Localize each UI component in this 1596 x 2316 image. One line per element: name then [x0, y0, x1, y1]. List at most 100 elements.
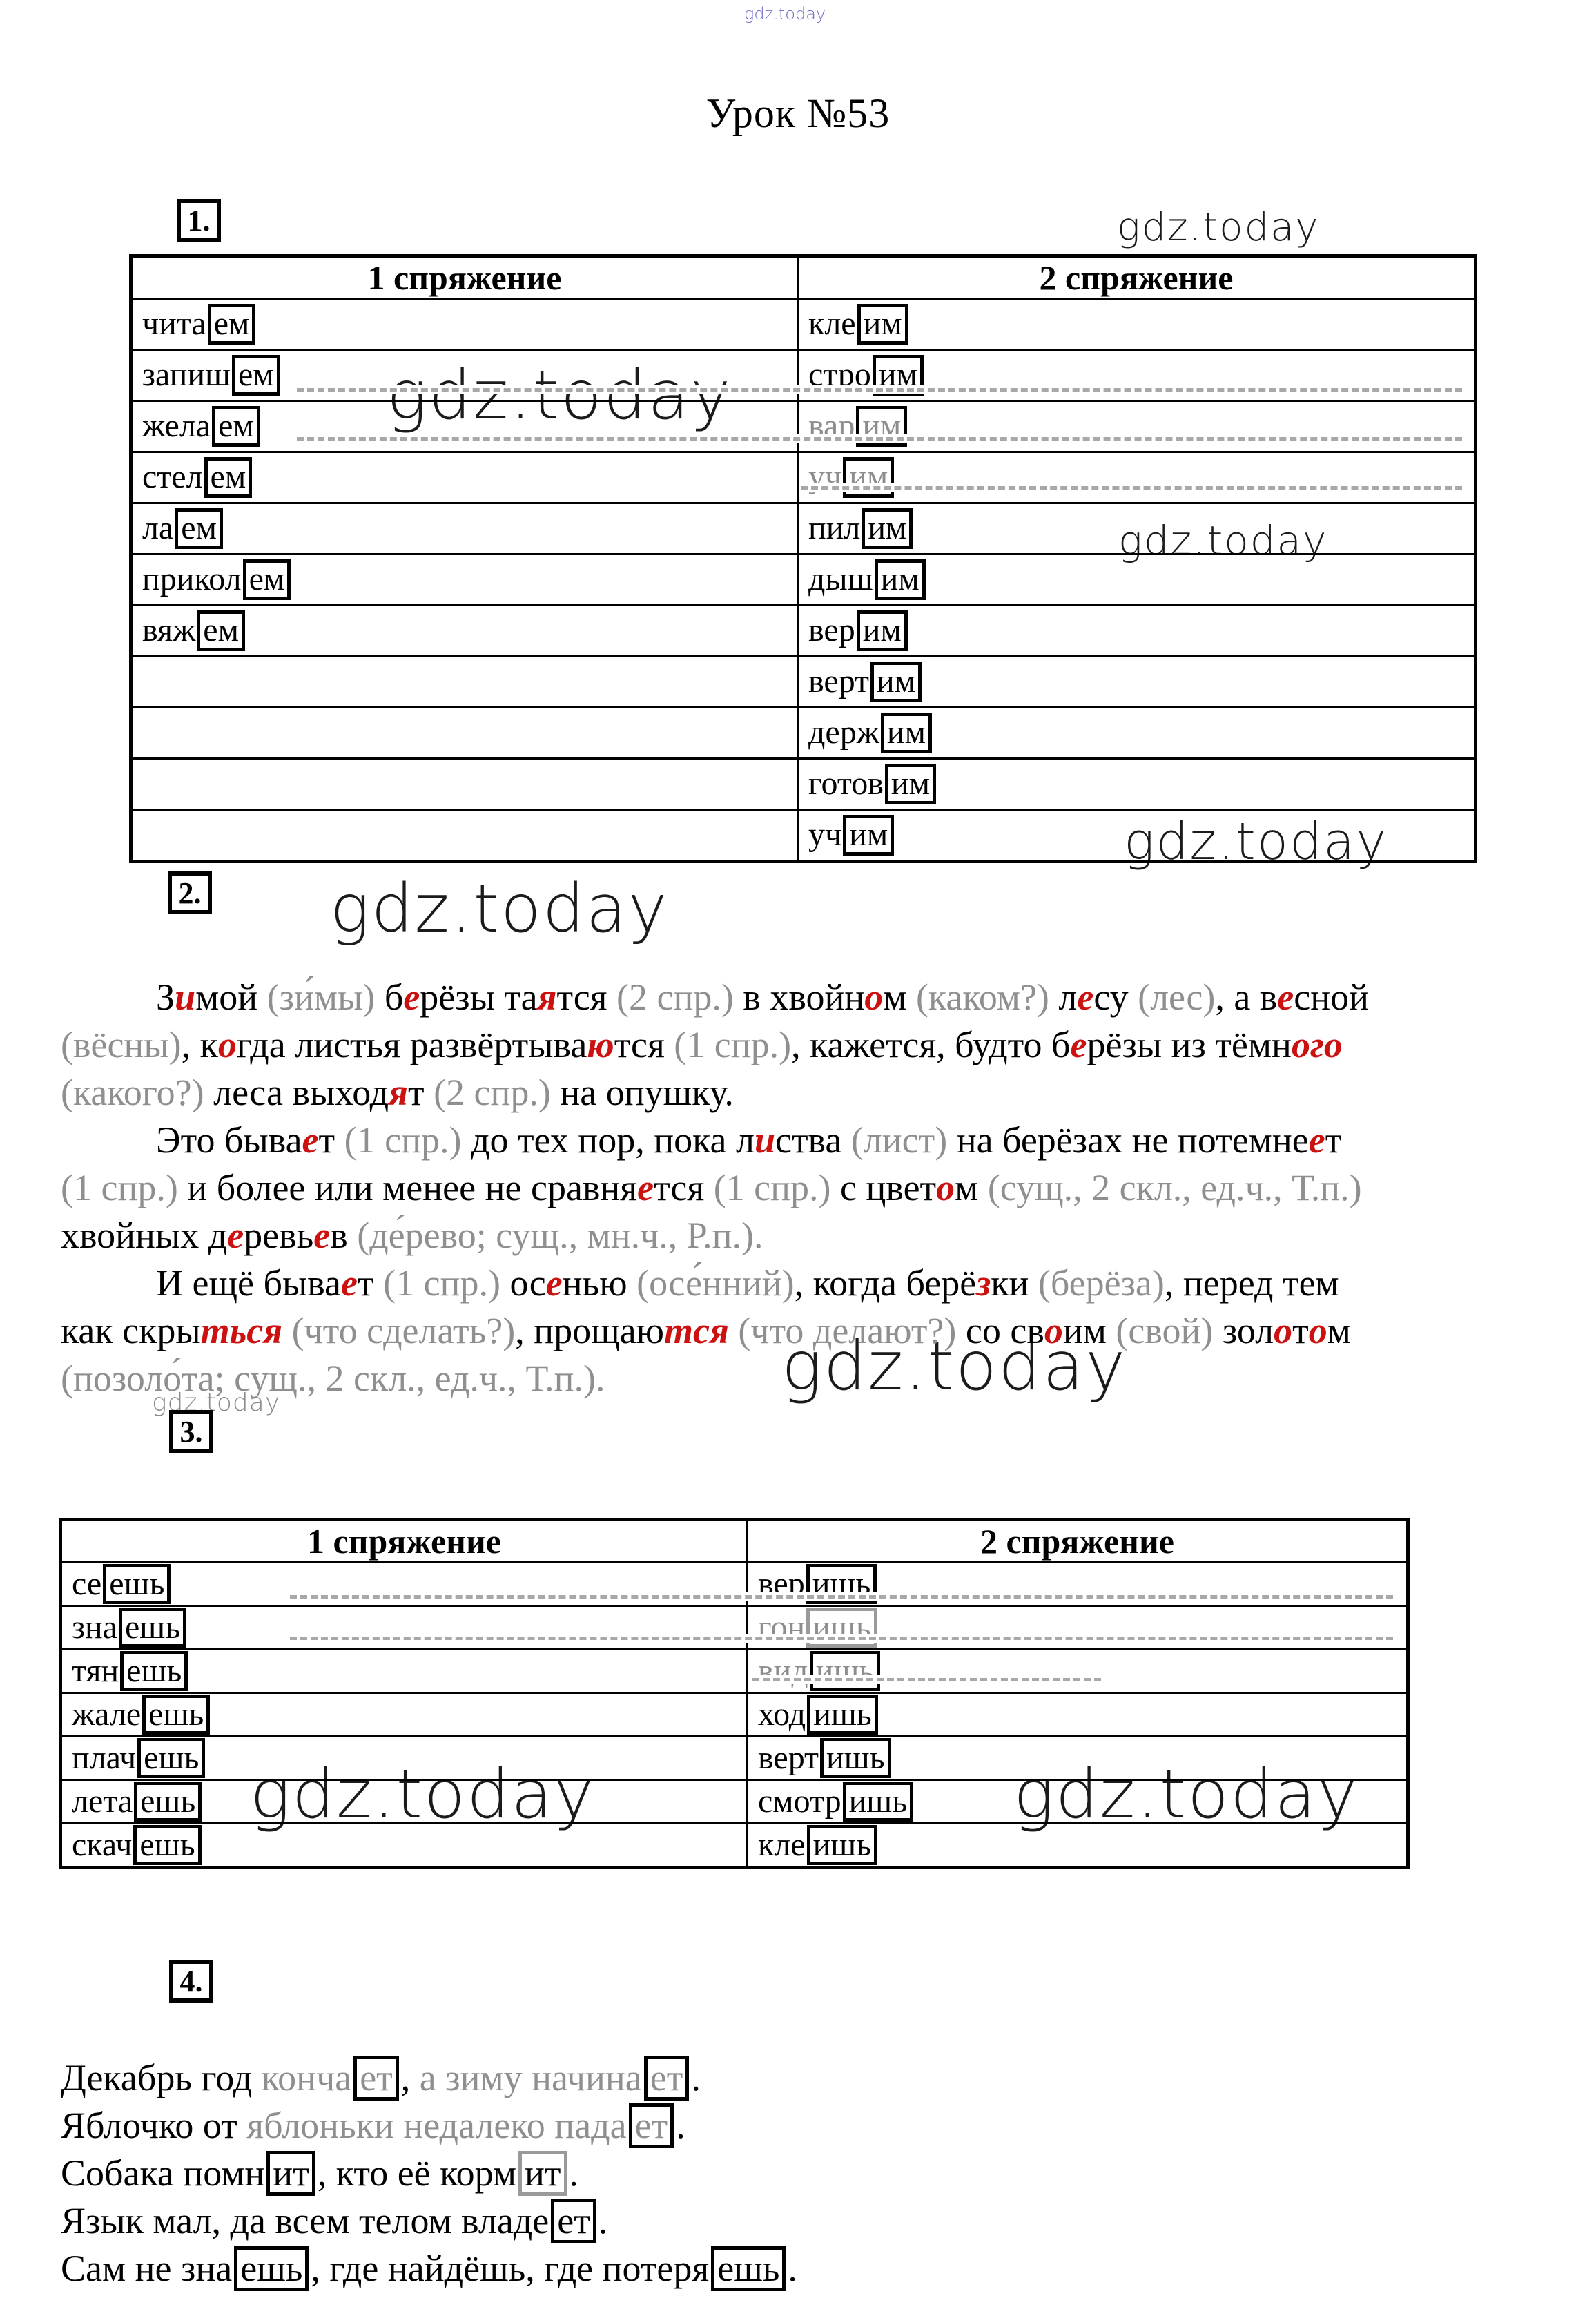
- table-row: держ им: [130, 706, 1477, 760]
- orthogram-letter: о: [936, 1167, 955, 1208]
- table1-header-1: 1 спряжение: [130, 255, 799, 300]
- verb-ending-box: им: [843, 815, 895, 856]
- orthogram-letter: и: [754, 1119, 775, 1161]
- verb-ending-box: ешь: [142, 1694, 211, 1735]
- hint-text: яблоньки недалеко пада: [246, 2105, 627, 2146]
- orthogram-letter: я: [537, 976, 557, 1018]
- conjugation-cell: уч им: [797, 809, 1477, 862]
- verb-stem: верт: [758, 1739, 819, 1776]
- verb-ending-box: им: [862, 508, 913, 549]
- ending-box: ит: [518, 2151, 567, 2197]
- text-run: б: [384, 976, 404, 1018]
- table-row: ла ем пил им: [130, 502, 1477, 555]
- ending-box: ет: [628, 2103, 674, 2149]
- verb-ending-box: ишь: [820, 1737, 891, 1779]
- verb-ending-box: ешь: [118, 1607, 187, 1648]
- conjugation-cell: чита ем: [130, 298, 799, 351]
- text-run: рёзы из тёмн: [1087, 1024, 1292, 1065]
- text-run: су: [1093, 976, 1138, 1018]
- table2-header-2: 2 спряжение: [746, 1518, 1409, 1563]
- table-row: плач ешь верт ишь: [59, 1735, 1409, 1781]
- text-run: и более или менее не сравня: [187, 1167, 638, 1208]
- text-run: м: [1327, 1310, 1351, 1351]
- conjugation-cell: верт ишь: [746, 1735, 1409, 1781]
- verb-ending-box: ем: [231, 355, 280, 396]
- verb-ending-box: им: [884, 764, 936, 804]
- verb-stem: чита: [142, 305, 206, 342]
- table1-header-2: 2 спряжение: [797, 255, 1477, 300]
- text-run: нью: [562, 1262, 637, 1304]
- conjugation-cell: уч им: [797, 451, 1477, 504]
- text-line: (какого?) леса выходят (2 спр.) на опушк…: [61, 1069, 1552, 1117]
- verb-stem: се: [72, 1565, 102, 1602]
- hint-text: (лист): [850, 1119, 957, 1161]
- text-run: [729, 1310, 739, 1351]
- scan-dash-line: [801, 483, 1462, 492]
- orthogram-letter: о: [1274, 1310, 1293, 1351]
- text-run: рёзы та: [420, 976, 538, 1018]
- text-run: Сам не зна: [61, 2248, 233, 2289]
- text-run: Собака помн: [61, 2152, 265, 2194]
- text-run: как скры: [61, 1310, 201, 1351]
- conjugation-cell: лета ешь: [59, 1779, 748, 1824]
- text-run: З: [156, 976, 175, 1018]
- text-run: ,: [400, 2057, 420, 2098]
- conjugation-cell: вер им: [797, 604, 1477, 657]
- text-run: .: [788, 2248, 797, 2289]
- conjugation-cell: жела ем: [130, 400, 799, 453]
- text-run: .: [691, 2057, 701, 2098]
- hint-text: конча: [261, 2057, 352, 2098]
- verb-stem: плач: [72, 1739, 137, 1776]
- hint-text: (что делают?): [738, 1310, 966, 1351]
- hint-text: (зи́мы): [266, 976, 385, 1018]
- conjugation-cell: зна ешь: [59, 1605, 748, 1650]
- conjugation-cell: прикол ем: [130, 553, 799, 606]
- orthogram-letter: о: [1044, 1310, 1063, 1351]
- text-run: .: [569, 2152, 579, 2194]
- text-line: (позоло́та; сущ., 2 скл., ед.ч., Т.п.).: [61, 1355, 1552, 1402]
- hint-text: (2 спр.): [616, 976, 743, 1018]
- hint-text: (лес): [1138, 976, 1216, 1018]
- orthogram-letter: е: [302, 1119, 319, 1161]
- verb-ending-box: им: [857, 304, 908, 345]
- conjugation-cell: кле им: [797, 298, 1477, 351]
- orthogram-letter: е: [1070, 1024, 1087, 1065]
- text-line: Это бывает (1 спр.) до тех пор, пока лис…: [61, 1117, 1552, 1164]
- text-line: как скрыться (что сделать?), прощаются (…: [61, 1307, 1552, 1355]
- verb-ending-box: ем: [207, 304, 256, 345]
- text-run: ки: [991, 1262, 1038, 1304]
- scan-dash-line: [290, 1634, 1393, 1643]
- conjugation-cell: [130, 706, 799, 760]
- hint-text: (2 спр.): [434, 1072, 561, 1113]
- text-run: до тех пор, пока л: [470, 1119, 755, 1161]
- text-line: (вёсны), когда листья развёртываются (1 …: [61, 1021, 1552, 1069]
- verb-stem: смотр: [758, 1782, 841, 1820]
- verb-ending-box: ишь: [806, 1824, 878, 1866]
- hint-text: (1 спр.): [61, 1167, 188, 1208]
- gdz-watermark: gdz.today: [330, 870, 669, 947]
- conjugation-cell: жале ешь: [59, 1692, 748, 1737]
- conjugation-cell: ход ишь: [746, 1692, 1409, 1737]
- text-run: на опушку.: [560, 1072, 734, 1113]
- hint-text: (1 спр.): [383, 1262, 510, 1304]
- text-run: с цвет: [840, 1167, 937, 1208]
- text-run: ос: [509, 1262, 546, 1304]
- verb-stem: жале: [72, 1695, 142, 1733]
- verb-ending-box: ем: [242, 559, 291, 600]
- text-run: , перед тем: [1164, 1262, 1339, 1304]
- conjugation-cell: вяж ем: [130, 604, 799, 657]
- conjugation-cell: кле ишь: [746, 1822, 1409, 1869]
- text-line: Яблочко от яблоньки недалеко пада ет.: [61, 2102, 1552, 2150]
- text-run: м: [883, 976, 916, 1018]
- orthogram-letter: е: [1277, 976, 1294, 1018]
- orthogram-letter: тся: [664, 1310, 729, 1351]
- orthogram-letter: е: [227, 1215, 244, 1256]
- exercise-4-text: Декабрь год конча ет, а зиму начина ет. Ябл…: [61, 2054, 1552, 2293]
- ending-box: ешь: [711, 2246, 786, 2292]
- text-run: тся: [556, 976, 617, 1018]
- exercise-number-4: 4.: [169, 1960, 213, 2003]
- hint-text: (де́рево; сущ., мн.ч., Р.п.).: [357, 1215, 763, 1256]
- conjugation-cell: стел ем: [130, 451, 799, 504]
- scan-dash-line: [752, 1675, 1101, 1684]
- verb-ending-box: им: [874, 559, 926, 600]
